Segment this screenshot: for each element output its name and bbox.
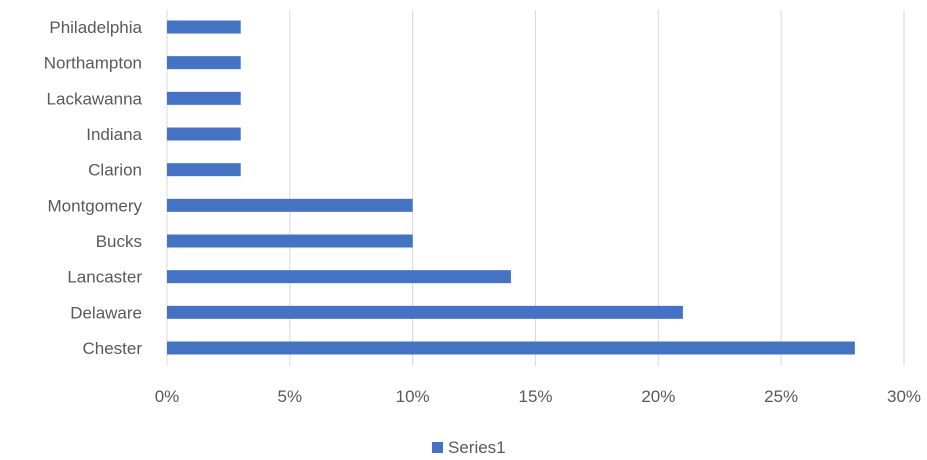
- bar-lancaster: [167, 270, 511, 284]
- category-label-delaware: Delaware: [70, 303, 142, 322]
- legend: Series1: [432, 438, 506, 457]
- category-label-clarion: Clarion: [88, 161, 142, 180]
- bars: [167, 20, 855, 355]
- x-tick-label: 25%: [764, 387, 798, 406]
- category-label-lackawanna: Lackawanna: [47, 89, 143, 108]
- category-label-northampton: Northampton: [44, 54, 142, 73]
- bar-indiana: [167, 127, 241, 141]
- category-label-lancaster: Lancaster: [67, 268, 142, 287]
- bar-philadelphia: [167, 20, 241, 34]
- category-label-philadelphia: Philadelphia: [49, 18, 142, 37]
- bar-bucks: [167, 234, 413, 248]
- category-label-chester: Chester: [82, 339, 142, 358]
- category-label-bucks: Bucks: [96, 232, 142, 251]
- bar-delaware: [167, 305, 683, 319]
- category-labels: Chester Delaware Lancaster Bucks Montgomery C…: [44, 18, 143, 358]
- x-tick-label: 10%: [396, 387, 430, 406]
- x-tick-labels: 0% 5% 10% 15% 20% 25% 30%: [155, 387, 921, 406]
- gridlines: [166, 10, 905, 366]
- bar-northampton: [167, 56, 241, 70]
- bar-montgomery: [167, 198, 413, 212]
- category-label-montgomery: Montgomery: [48, 196, 143, 215]
- x-tick-label: 0%: [155, 387, 180, 406]
- legend-swatch: [432, 442, 443, 453]
- x-tick-label: 20%: [641, 387, 675, 406]
- bar-clarion: [167, 163, 241, 177]
- bar-lackawanna: [167, 91, 241, 105]
- bar-chester: [167, 341, 855, 355]
- x-tick-label: 30%: [887, 387, 921, 406]
- x-tick-label: 5%: [278, 387, 303, 406]
- legend-label: Series1: [448, 438, 506, 457]
- category-label-indiana: Indiana: [86, 125, 142, 144]
- x-tick-label: 15%: [518, 387, 552, 406]
